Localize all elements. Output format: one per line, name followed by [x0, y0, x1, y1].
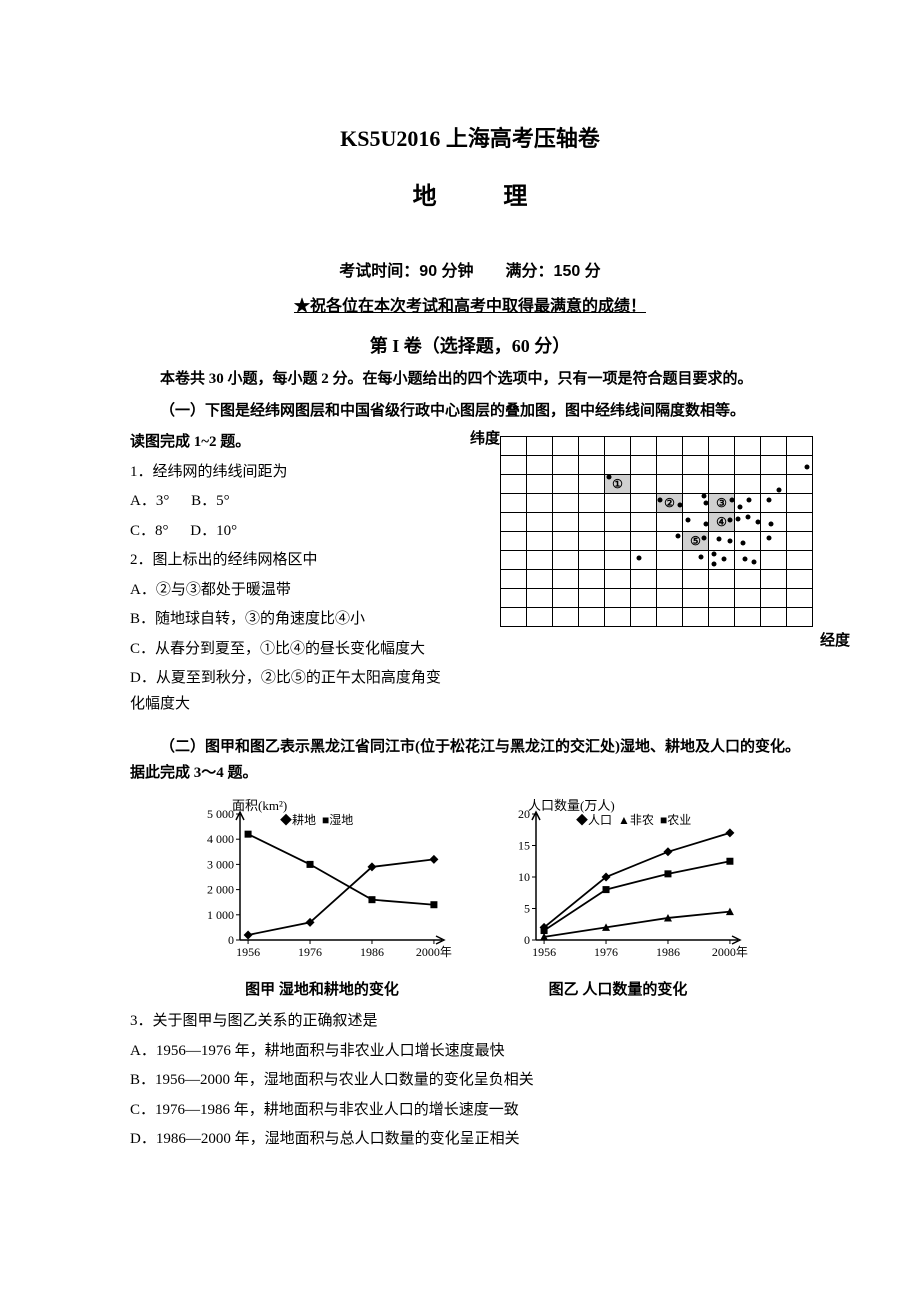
q3-optD: D．1986—2000 年，湿地面积与总人口数量的变化呈正相关: [130, 1127, 810, 1153]
q2-optD: D．从夏至到秋分，②比⑤的正午太阳高度角变化幅度大: [130, 666, 450, 717]
svg-text:2000年: 2000年: [416, 945, 452, 959]
svg-text:15: 15: [518, 839, 530, 853]
svg-text:5: 5: [524, 902, 530, 916]
svg-text:10: 10: [518, 870, 530, 884]
svg-text:1956: 1956: [532, 945, 556, 959]
q1-stem: 1．经纬网的纬线间距为: [130, 460, 450, 486]
grid-chart-wrap: 纬度 ①②③④⑤ 经度: [470, 430, 820, 721]
part1-questions: 读图完成 1~2 题。 1．经纬网的纬线间距为 A．3° B．5° C．8° D…: [130, 430, 450, 721]
svg-text:1986: 1986: [360, 945, 384, 959]
q1-opts-cd: C．8° D．10°: [130, 519, 450, 545]
svg-text:1976: 1976: [298, 945, 322, 959]
wish-line: ★祝各位在本次考试和高考中取得最满意的成绩！: [130, 293, 810, 320]
part2-intro: （二）图甲和图乙表示黑龙江省同江市(位于松花江与黑龙江的交汇处)湿地、耕地及人口…: [130, 735, 810, 786]
grid-chart: 纬度 ①②③④⑤ 经度: [470, 430, 820, 660]
svg-text:3 000: 3 000: [207, 858, 234, 872]
q3-optC: C．1976—1986 年，耕地面积与非农业人口的增长速度一致: [130, 1098, 810, 1124]
q2-optC: C．从春分到夏至，①比④的昼长变化幅度大: [130, 637, 450, 663]
subject-title: 地 理: [130, 177, 810, 218]
svg-text:人口数量(万人): 人口数量(万人): [528, 798, 615, 813]
grid-ylabel: 纬度: [470, 430, 500, 448]
svg-text:■湿地: ■湿地: [322, 812, 353, 827]
grid-table: ①②③④⑤: [500, 436, 813, 627]
chart-a: 0 1 000 2 000 3 000 4 000 5 000 1956 1976 1986 20…: [192, 796, 452, 966]
chart-b-caption: 图乙 人口数量的变化: [488, 978, 748, 1004]
svg-text:4 000: 4 000: [207, 832, 234, 846]
part1-two-column: 读图完成 1~2 题。 1．经纬网的纬线间距为 A．3° B．5° C．8° D…: [130, 430, 810, 721]
exam-info: 考试时间：90 分钟 满分：150 分: [130, 258, 810, 285]
q1-optD: D．10°: [190, 523, 237, 539]
svg-text:1986: 1986: [656, 945, 680, 959]
chart-a-caption: 图甲 湿地和耕地的变化: [192, 978, 452, 1004]
q3-stem: 3．关于图甲与图乙关系的正确叙述是: [130, 1009, 810, 1035]
svg-text:0: 0: [228, 933, 234, 947]
grid-xlabel: 经度: [820, 629, 850, 655]
q3-block: 3．关于图甲与图乙关系的正确叙述是 A．1956—1976 年，耕地面积与非农业…: [130, 1009, 810, 1153]
main-title: KS5U2016 上海高考压轴卷: [130, 120, 810, 157]
svg-text:面积(km²): 面积(km²): [232, 798, 287, 813]
svg-text:1976: 1976: [594, 945, 618, 959]
svg-text:■农业: ■农业: [660, 813, 691, 827]
svg-text:0: 0: [524, 933, 530, 947]
q2-optA: A．②与③都处于暖温带: [130, 578, 450, 604]
q2-optB: B．随地球自转，③的角速度比④小: [130, 607, 450, 633]
chart-a-wrap: 0 1 000 2 000 3 000 4 000 5 000 1956 1976 1986 20…: [192, 796, 452, 1003]
section-desc: 本卷共 30 小题，每小题 2 分。在每小题给出的四个选项中，只有一项是符合题目…: [130, 367, 810, 393]
q1-opts-ab: A．3° B．5°: [130, 489, 450, 515]
q1-optB: B．5°: [191, 493, 230, 509]
charts-row: 0 1 000 2 000 3 000 4 000 5 000 1956 1976 1986 20…: [130, 796, 810, 1003]
section-title: 第 I 卷（选择题，60 分）: [130, 331, 810, 362]
svg-text:1956: 1956: [236, 945, 260, 959]
chart-b-wrap: 051015201956197619862000年人口数量(万人)◆人口▲非农■…: [488, 796, 748, 1003]
svg-text:▲非农: ▲非农: [618, 813, 654, 827]
q3-optB: B．1956—2000 年，湿地面积与农业人口数量的变化呈负相关: [130, 1068, 810, 1094]
q3-optA: A．1956—1976 年，耕地面积与非农业人口增长速度最快: [130, 1039, 810, 1065]
part1-intro: （一）下图是经纬网图层和中国省级行政中心图层的叠加图，图中经纬线间隔度数相等。: [130, 399, 810, 425]
q1-optC: C．8°: [130, 523, 169, 539]
chart-b: 051015201956197619862000年人口数量(万人)◆人口▲非农■…: [488, 796, 748, 966]
q2-stem: 2．图上标出的经纬网格区中: [130, 548, 450, 574]
svg-text:1 000: 1 000: [207, 908, 234, 922]
q1-optA: A．3°: [130, 493, 169, 509]
svg-text:5 000: 5 000: [207, 807, 234, 821]
svg-text:2 000: 2 000: [207, 883, 234, 897]
svg-text:2000年: 2000年: [712, 945, 748, 959]
svg-text:◆人口: ◆人口: [576, 813, 612, 827]
read-line: 读图完成 1~2 题。: [130, 430, 450, 456]
svg-text:◆耕地: ◆耕地: [280, 812, 316, 827]
